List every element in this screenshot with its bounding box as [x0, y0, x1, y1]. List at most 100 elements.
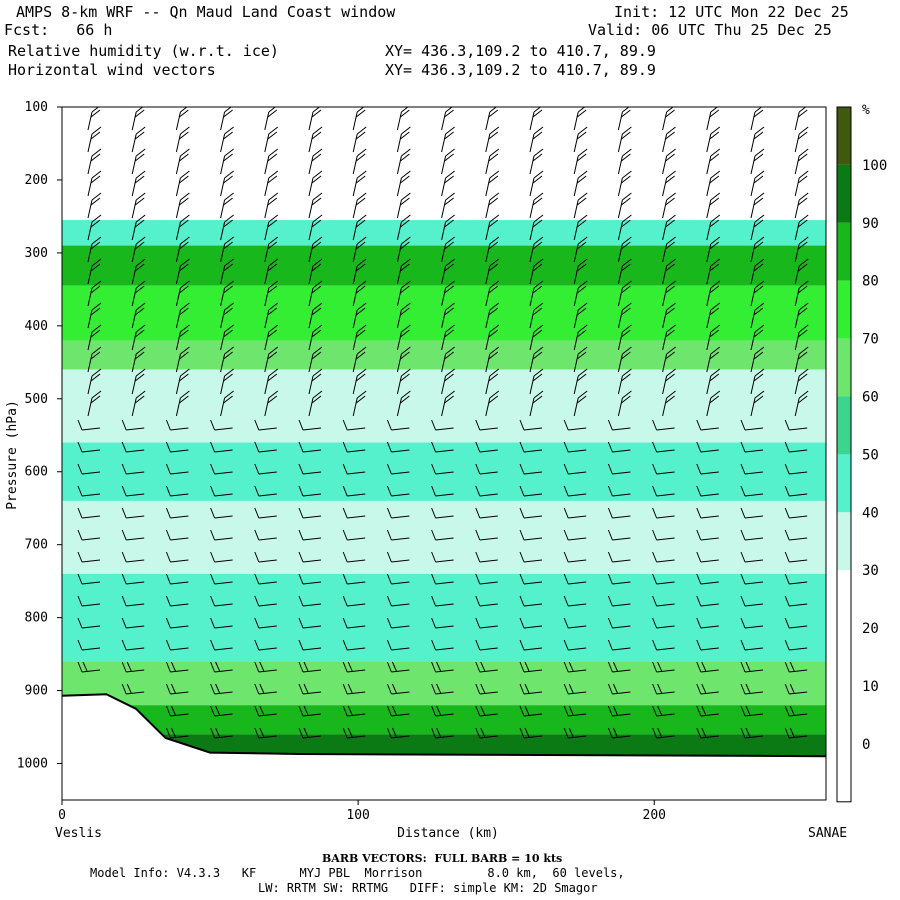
wind-barb-104 [210, 595, 233, 607]
wind-barb-169 [352, 107, 366, 131]
wind-barb-461 [794, 148, 809, 175]
wind-barb-298 [529, 390, 544, 417]
colorbar-label-100: 100 [862, 158, 887, 174]
wind-barb-196 [342, 705, 366, 717]
y-tick-label-900: 900 [25, 684, 48, 699]
wind-barb-307 [519, 595, 543, 607]
wind-barb-311 [519, 683, 543, 695]
wind-barb-423 [696, 595, 719, 607]
wind-barb-82 [220, 107, 233, 131]
wind-barb-464 [794, 214, 809, 241]
rh-layer-6 [62, 500, 826, 574]
wind-barb-240 [441, 390, 455, 417]
wind-barb-340 [563, 683, 587, 695]
wind-barb-333 [563, 529, 587, 541]
wind-barb-201 [396, 170, 411, 197]
wind-barb-300 [519, 441, 543, 453]
wind-barb-225 [386, 705, 410, 717]
wind-barb-233 [441, 236, 455, 263]
wind-barb-237 [441, 324, 455, 351]
wind-barb-344 [617, 126, 632, 153]
wind-barb-214 [386, 463, 410, 475]
wind-barb-246 [431, 529, 454, 541]
wind-barb-431 [750, 126, 765, 153]
wind-barb-427 [696, 683, 719, 695]
wind-barb-137 [254, 683, 277, 695]
wind-barb-275 [475, 529, 498, 541]
wind-barb-13 [87, 390, 102, 417]
wind-barb-439 [750, 302, 765, 329]
wind-barb-462 [794, 170, 809, 197]
wind-barb-129 [254, 507, 277, 519]
colorbar-label-50: 50 [862, 447, 879, 463]
wind-barb-87 [220, 214, 234, 241]
wind-barb-428 [696, 705, 719, 717]
wind-barb-465 [794, 236, 809, 263]
wind-barb-373 [662, 126, 676, 153]
wind-barb-317 [573, 170, 588, 197]
wind-barb-34 [131, 280, 146, 307]
x-end-label: SANAE [808, 826, 847, 841]
y-tick-label-500: 500 [25, 392, 48, 407]
wind-barb-438 [750, 280, 765, 307]
wind-barb-134 [254, 617, 277, 629]
wind-barb-182 [352, 390, 367, 417]
wind-barb-202 [396, 192, 411, 219]
wind-barb-88 [220, 236, 234, 263]
wind-barb-52 [121, 683, 145, 695]
colorbar-band-8 [837, 570, 851, 629]
wind-barb-139 [254, 727, 277, 739]
wind-barb-414 [706, 390, 721, 417]
wind-barb-459 [794, 107, 808, 131]
wind-barb-264 [485, 280, 500, 307]
wind-barb-221 [386, 617, 410, 629]
wind-barb-227 [441, 107, 454, 131]
wind-barb-315 [573, 126, 588, 153]
wind-barb-364 [607, 573, 631, 585]
wind-barb-234 [441, 258, 455, 285]
wind-barb-312 [519, 705, 543, 717]
wind-barb-224 [386, 683, 410, 695]
wind-barb-16 [77, 463, 101, 475]
wind-barb-158 [298, 507, 322, 519]
y-tick-label-1000: 1000 [17, 757, 48, 772]
wind-barb-322 [573, 280, 588, 307]
wind-barb-69 [165, 463, 189, 475]
wind-barb-220 [386, 595, 410, 607]
wind-barb-172 [352, 170, 367, 197]
wind-barb-292 [529, 258, 544, 285]
wind-barb-208 [396, 324, 411, 351]
wind-barb-30 [131, 192, 146, 219]
wind-barb-53 [175, 107, 189, 131]
wind-barb-7 [87, 258, 102, 285]
wind-barb-402 [706, 126, 721, 153]
wind-barb-266 [485, 324, 500, 351]
wind-barb-335 [563, 573, 587, 585]
wind-barb-329 [563, 441, 587, 453]
wind-barb-108 [210, 683, 233, 695]
colorbar-band-9 [837, 628, 851, 686]
wind-barb-268 [485, 368, 500, 395]
wind-barb-291 [529, 236, 544, 263]
wind-barb-58 [175, 214, 190, 241]
wind-barb-398 [652, 683, 675, 695]
x-axis-label: Distance (km) [397, 826, 499, 841]
wind-barb-272 [475, 463, 498, 475]
wind-barb-475 [784, 463, 808, 475]
wind-barb-325 [573, 346, 588, 373]
wind-barb-390 [652, 507, 675, 519]
wind-barb-141 [308, 126, 323, 153]
wind-barb-147 [308, 258, 323, 285]
wind-barb-382 [662, 324, 676, 351]
rh-layer-0 [62, 220, 826, 246]
wind-barb-257 [485, 126, 500, 153]
wind-barb-426 [696, 661, 719, 673]
wind-barb-456 [740, 683, 764, 695]
wind-barb-127 [254, 463, 277, 475]
wind-barb-132 [254, 573, 277, 585]
wind-barb-2 [87, 148, 102, 175]
wind-barb-235 [441, 280, 455, 307]
wind-barb-189 [342, 551, 366, 563]
wind-barb-397 [652, 661, 675, 673]
rh-layer-8 [62, 661, 826, 706]
